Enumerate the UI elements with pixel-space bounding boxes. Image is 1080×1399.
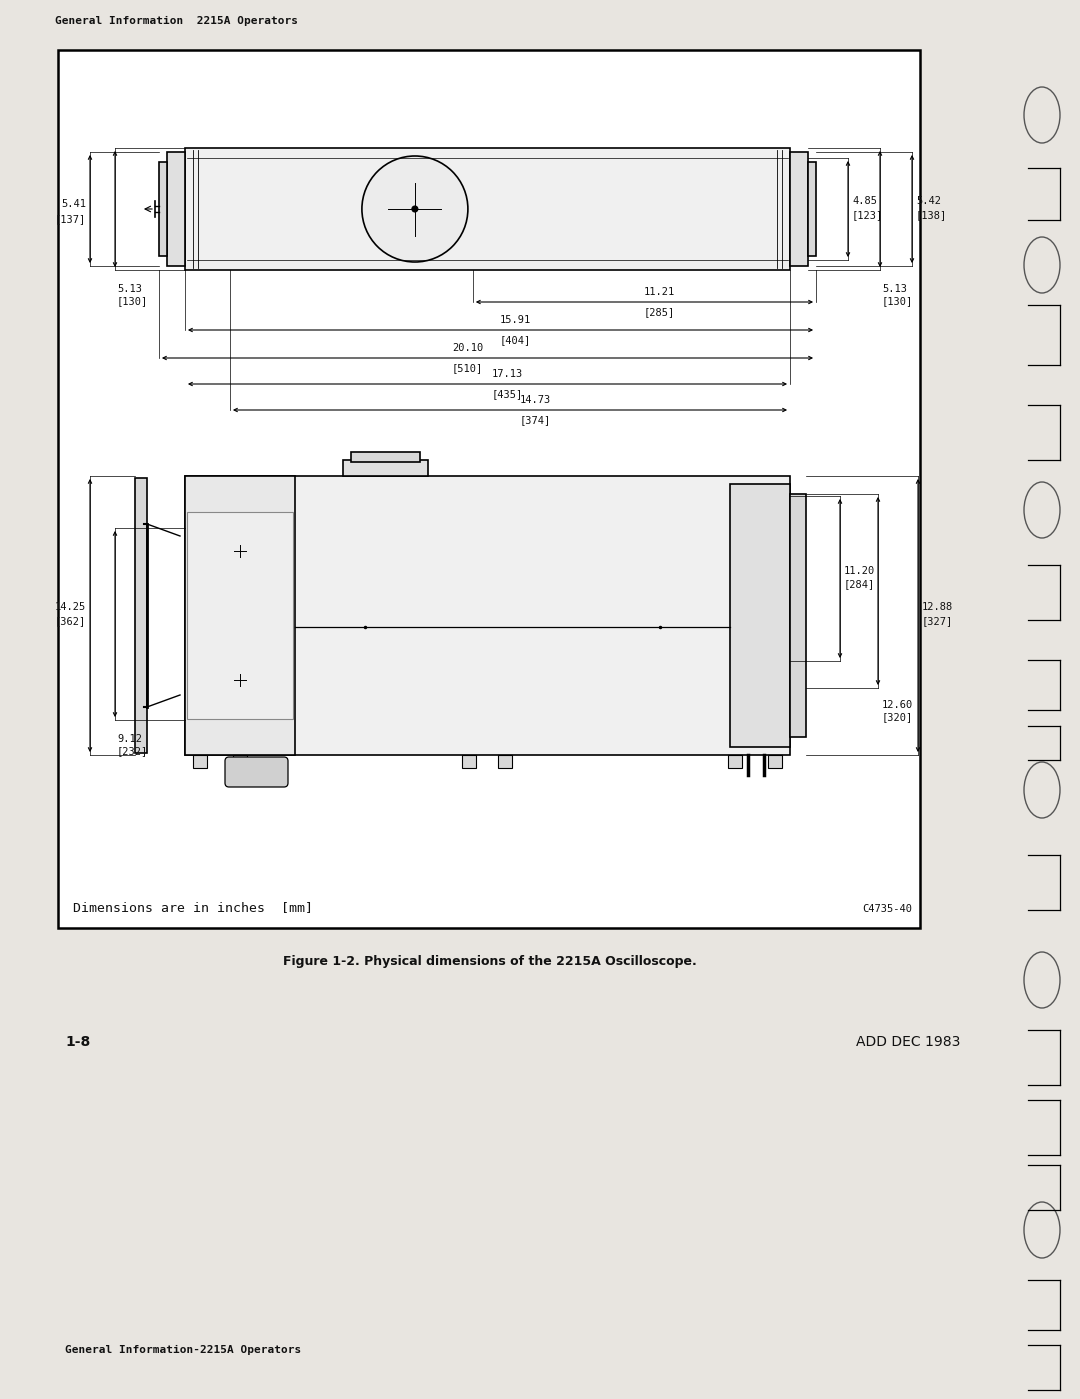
Bar	[351, 452, 420, 462]
Text: 15.91: 15.91	[500, 315, 531, 325]
Text: 20.10: 20.10	[451, 343, 483, 353]
Bar	[728, 755, 742, 768]
Circle shape	[229, 669, 251, 691]
Text: [362]: [362]	[55, 617, 86, 627]
Text: [138]: [138]	[916, 210, 947, 220]
Text: General Information  2215A Operators: General Information 2215A Operators	[55, 15, 298, 27]
Bar	[808, 162, 816, 256]
Bar	[185, 476, 789, 755]
Text: 5.13: 5.13	[117, 284, 141, 294]
Bar	[233, 755, 247, 768]
Text: General Information-2215A Operators: General Information-2215A Operators	[65, 1344, 301, 1356]
Bar	[768, 755, 782, 768]
Text: [130]: [130]	[117, 297, 148, 306]
Text: 5.42: 5.42	[916, 196, 941, 206]
Bar	[58, 50, 920, 928]
Text: 9.12: 9.12	[117, 734, 141, 744]
Text: 14.73: 14.73	[519, 395, 551, 404]
Bar	[185, 148, 789, 270]
Text: Figure 1-2. Physical dimensions of the 2215A Oscilloscope.: Figure 1-2. Physical dimensions of the 2…	[283, 956, 697, 968]
Text: [404]: [404]	[500, 334, 531, 346]
Bar	[730, 484, 789, 747]
Bar	[159, 162, 167, 256]
Text: [137]: [137]	[55, 214, 86, 224]
Text: [510]: [510]	[451, 362, 483, 374]
Text: ADD DEC 1983: ADD DEC 1983	[855, 1035, 960, 1049]
FancyBboxPatch shape	[225, 757, 288, 788]
Bar	[135, 478, 147, 753]
Text: 14.25: 14.25	[55, 603, 86, 613]
Text: [327]: [327]	[922, 617, 954, 627]
Bar	[185, 476, 295, 755]
Bar	[187, 512, 293, 719]
Text: 1-8: 1-8	[65, 1035, 91, 1049]
Bar	[789, 494, 806, 737]
Text: 17.13: 17.13	[491, 369, 523, 379]
Text: 12.88: 12.88	[922, 603, 954, 613]
Ellipse shape	[1024, 762, 1059, 818]
Text: [123]: [123]	[852, 210, 883, 220]
Bar	[498, 755, 512, 768]
Bar	[342, 460, 428, 476]
Text: 11.21: 11.21	[644, 287, 675, 297]
Ellipse shape	[1024, 1202, 1059, 1258]
Text: [320]: [320]	[882, 712, 914, 722]
Circle shape	[411, 206, 418, 213]
Ellipse shape	[1024, 236, 1059, 292]
Text: 12.60: 12.60	[882, 700, 914, 711]
Ellipse shape	[1024, 483, 1059, 539]
Text: [285]: [285]	[644, 306, 675, 318]
Text: 5.41: 5.41	[60, 199, 86, 208]
Bar	[789, 152, 808, 266]
Ellipse shape	[1024, 87, 1059, 143]
Bar	[167, 152, 185, 266]
Text: 5.13: 5.13	[882, 284, 907, 294]
Circle shape	[229, 540, 251, 562]
Text: 11.20: 11.20	[843, 565, 875, 575]
Text: Dimensions are in inches  [mm]: Dimensions are in inches [mm]	[73, 901, 313, 914]
Ellipse shape	[1024, 951, 1059, 1009]
Text: [232]: [232]	[117, 746, 148, 755]
Text: [374]: [374]	[519, 416, 551, 425]
Circle shape	[362, 157, 468, 262]
Text: [435]: [435]	[491, 389, 523, 399]
Text: C4735-40: C4735-40	[862, 904, 912, 914]
Text: 4.85: 4.85	[852, 196, 877, 206]
Bar	[193, 755, 207, 768]
Text: [284]: [284]	[843, 579, 875, 589]
Bar	[462, 755, 476, 768]
Text: [130]: [130]	[882, 297, 914, 306]
